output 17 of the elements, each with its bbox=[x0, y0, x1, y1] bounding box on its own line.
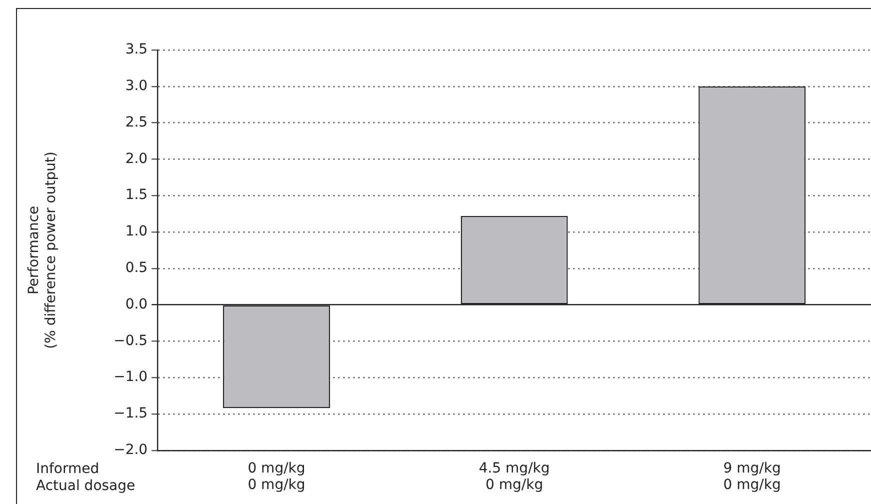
y-tick-label: 1.0 bbox=[125, 224, 148, 240]
y-tick-label: −2.0 bbox=[114, 442, 148, 458]
x-tick-label: 4.5 mg/kg 0 mg/kg bbox=[478, 460, 550, 494]
y-tick-label: 3.5 bbox=[125, 42, 148, 58]
x-tick-label: 0 mg/kg 0 mg/kg bbox=[248, 460, 306, 494]
y-tick-label: 0.5 bbox=[125, 260, 148, 276]
y-tick-label: 2.0 bbox=[125, 150, 148, 167]
text: Informed Actual dosage bbox=[36, 461, 136, 494]
y-axis-title: Performance (% difference power output) bbox=[26, 152, 59, 349]
y-tick-label: −1.5 bbox=[114, 406, 148, 422]
y-tick-label: −1.0 bbox=[114, 369, 148, 386]
y-tick-label: 1.5 bbox=[125, 187, 148, 204]
y-tick-label: −0.5 bbox=[114, 332, 148, 349]
x-tick-label: 9 mg/kg 0 mg/kg bbox=[723, 460, 781, 494]
y-tick-label: 0.0 bbox=[125, 296, 148, 312]
y-tick-label: 3.0 bbox=[125, 78, 148, 94]
y-tick-label: 2.5 bbox=[125, 114, 148, 130]
